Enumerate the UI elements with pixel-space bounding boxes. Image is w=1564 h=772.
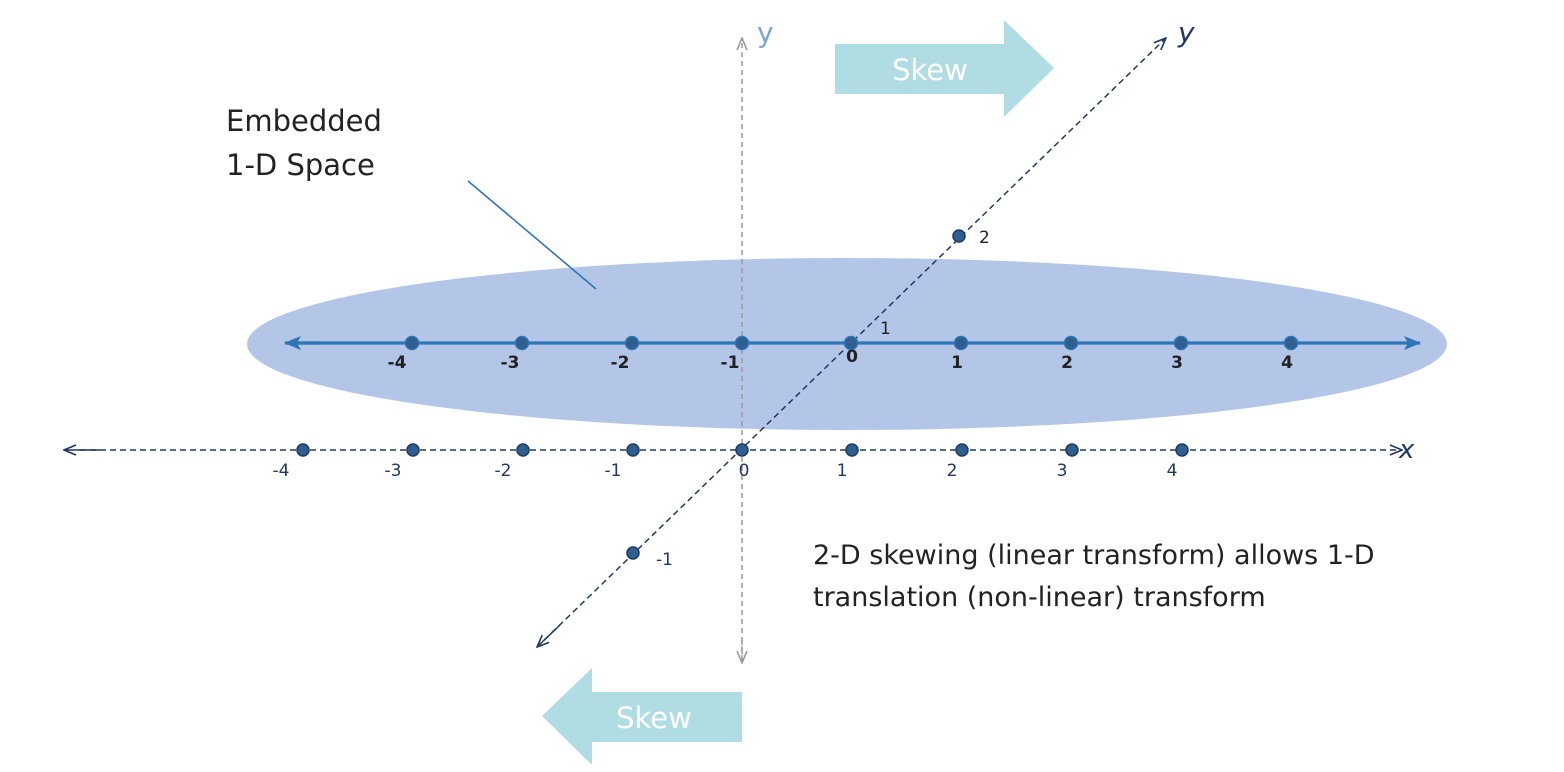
skewed-y-axis-label: y (1177, 16, 1195, 49)
x-axis-dot (516, 443, 530, 457)
embedded-dot (843, 335, 859, 351)
skew-arrow-left-shape (542, 668, 742, 765)
embedded-dot (1063, 335, 1079, 351)
embedded-dot (1173, 335, 1189, 351)
x-axis-dot (296, 443, 310, 457)
skew-arrow-right: Skew (835, 20, 1054, 117)
skewed-y-axis-bottom-head (537, 624, 561, 647)
description-line1: 2-D skewing (linear transform) allows 1-… (813, 540, 1375, 571)
embedded-line-labels: -4 -3 -2 -1 0 1 2 3 4 (388, 347, 1294, 373)
skew-arrow-left: Skew (542, 668, 742, 765)
embedded-tick-label: 1 (951, 353, 963, 373)
x-tick-label: 2 (947, 461, 958, 481)
description-caption: 2-D skewing (linear transform) allows 1-… (813, 540, 1375, 613)
embedded-dot (404, 335, 420, 351)
embedded-caption-line1: Embedded (226, 104, 382, 138)
embedded-tick-label: -1 (721, 353, 740, 373)
embedded-dot (734, 335, 750, 351)
skewed-tick-label: 1 (880, 319, 891, 339)
embedded-tick-label: 0 (846, 347, 858, 367)
x-axis-label: x (1398, 435, 1415, 465)
x-tick-label: -1 (605, 461, 622, 481)
x-axis-dot (1065, 443, 1079, 457)
skew-arrow-right-label: Skew (892, 53, 968, 87)
embedded-tick-label: -4 (388, 353, 407, 373)
embedded-tick-label: -3 (501, 353, 520, 373)
embedded-tick-label: 3 (1171, 353, 1183, 373)
skewed-axis-points: 2 1 -1 (626, 228, 990, 570)
skewed-axis-dot (952, 229, 966, 243)
x-tick-label: -4 (273, 461, 290, 481)
callout-pointer-line (467, 180, 597, 290)
x-tick-label: -2 (495, 461, 512, 481)
skewed-axis-dot (626, 546, 640, 560)
x-axis-dot (626, 443, 640, 457)
x-axis-dot (955, 443, 969, 457)
x-tick-label: 3 (1057, 461, 1068, 481)
embedded-space-caption: Embedded 1-D Space (226, 104, 382, 182)
embedded-tick-label: -2 (611, 353, 630, 373)
skew-arrow-left-label: Skew (616, 701, 692, 735)
skewed-tick-label: 2 (979, 228, 990, 248)
x-axis-dot (1175, 443, 1189, 457)
x-axis-dot (845, 443, 859, 457)
embedded-dot (514, 335, 530, 351)
embedded-dot (953, 335, 969, 351)
embedded-tick-label: 4 (1281, 353, 1293, 373)
embedded-dot (624, 335, 640, 351)
skewed-y-axis (536, 38, 1166, 648)
x-tick-label: 0 (739, 461, 750, 481)
x-tick-label: -3 (385, 461, 402, 481)
x-axis-labels: -4 -3 -2 -1 0 1 2 3 4 (273, 461, 1178, 481)
embedded-line-dots (404, 335, 1299, 351)
x-axis-dot (406, 443, 420, 457)
x-axis-dot (735, 443, 749, 457)
vertical-y-axis-label: y (757, 16, 774, 49)
x-tick-label: 1 (837, 461, 848, 481)
description-line2: translation (non-linear) transform (813, 582, 1266, 613)
embedded-dot (1283, 335, 1299, 351)
embedded-tick-label: 2 (1061, 353, 1073, 373)
x-axis-dots (296, 443, 1189, 457)
skew-arrow-right-shape (835, 20, 1054, 117)
x-tick-label: 4 (1167, 461, 1178, 481)
skewed-tick-label: -1 (656, 550, 673, 570)
embedded-caption-line2: 1-D Space (226, 148, 375, 182)
